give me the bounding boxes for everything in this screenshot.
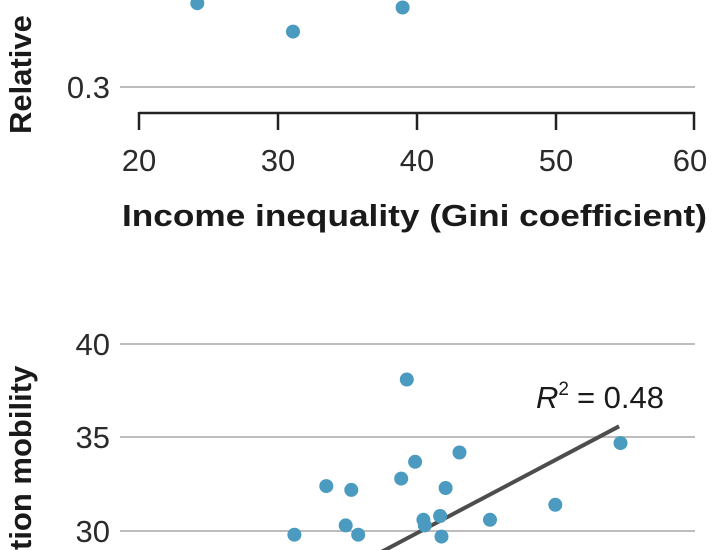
top-data-points xyxy=(190,0,410,39)
bottom-chart: tion mobility 40 35 30 R2 = 0.48 xyxy=(3,327,695,550)
bottom-data-point-16 xyxy=(351,527,366,542)
bottom-data-point-9 xyxy=(548,497,563,512)
top-data-point-2 xyxy=(286,24,300,39)
top-data-point-3 xyxy=(395,0,410,15)
bottom-data-point-8 xyxy=(438,481,453,495)
trend-line xyxy=(380,424,621,550)
bottom-data-point-6 xyxy=(319,479,334,494)
top-y-axis-title: Relative xyxy=(3,15,38,134)
top-x-axis-title: Income inequality (Gini coefficient) xyxy=(122,198,707,233)
bottom-data-point-13 xyxy=(338,518,353,533)
top-x-tick-label-40: 40 xyxy=(400,143,434,178)
bottom-y-tick-label-40: 40 xyxy=(76,327,110,362)
bottom-y-tick-label-35: 35 xyxy=(76,420,110,455)
top-x-tick-label-50: 50 xyxy=(539,143,573,178)
top-x-axis: 20 30 40 50 60 Income inequality (Gini c… xyxy=(122,111,707,233)
r-squared-superscript: 2 xyxy=(558,379,569,400)
bottom-data-point-2 xyxy=(613,436,628,451)
r-squared-symbol: R xyxy=(536,380,558,415)
bottom-data-point-4 xyxy=(408,454,423,469)
bottom-y-tick-label-30: 30 xyxy=(76,514,110,549)
bottom-data-point-1 xyxy=(399,372,414,387)
bottom-y-axis-title: tion mobility xyxy=(3,365,38,550)
top-x-tick-label-20: 20 xyxy=(122,143,156,178)
bottom-data-point-17 xyxy=(434,529,449,544)
bottom-data-point-7 xyxy=(344,482,359,497)
r-squared-annotation: R2 = 0.48 xyxy=(536,379,664,415)
top-x-tick-label-60: 60 xyxy=(673,143,707,178)
bottom-data-point-12 xyxy=(483,512,497,527)
top-x-tick-label-30: 30 xyxy=(261,143,295,178)
bottom-data-points xyxy=(287,372,628,544)
bottom-data-point-10 xyxy=(433,509,448,523)
bottom-data-point-3 xyxy=(452,445,467,460)
bottom-data-point-5 xyxy=(394,471,409,486)
top-chart: Relative 0.3 20 30 40 50 60 Income inequ… xyxy=(3,0,707,233)
top-y-tick-label-0.3: 0.3 xyxy=(67,70,110,105)
bottom-data-point-15 xyxy=(287,527,302,542)
top-data-point-1 xyxy=(190,0,205,11)
bottom-data-point-14 xyxy=(417,518,432,533)
r-squared-value: = 0.48 xyxy=(577,380,664,415)
